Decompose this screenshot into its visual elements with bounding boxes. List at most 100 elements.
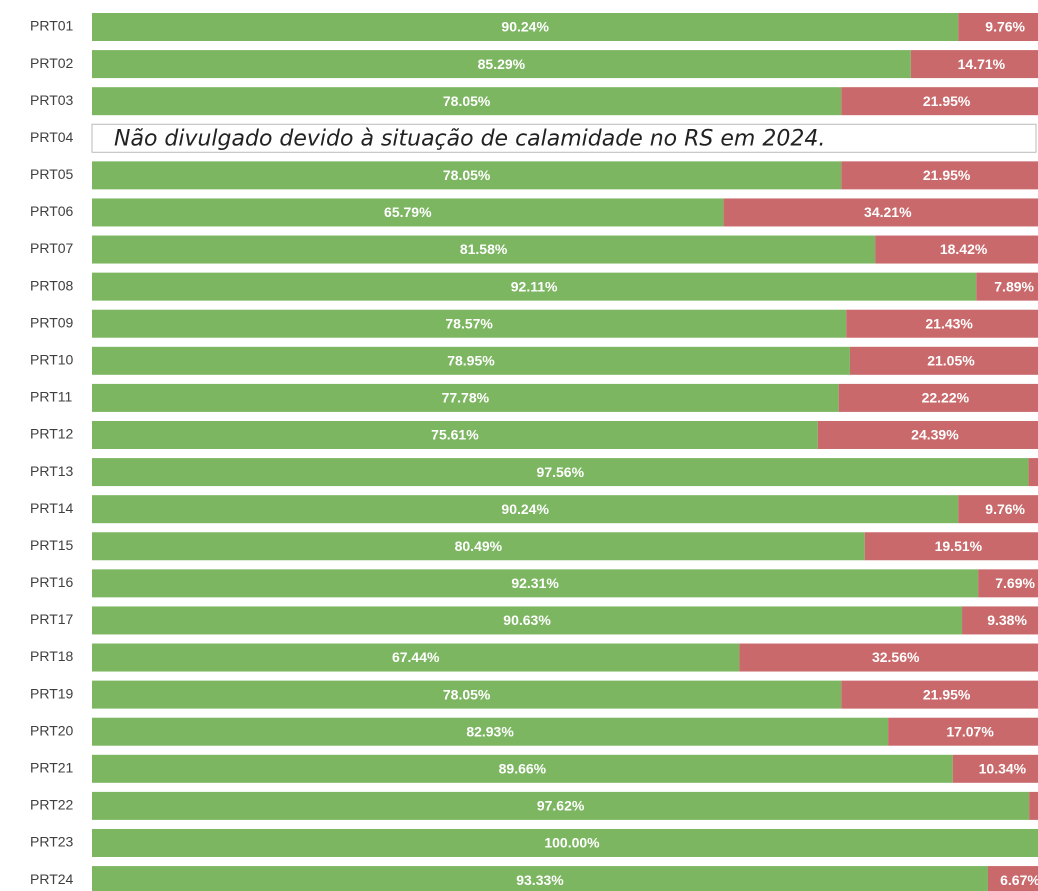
bar-segment [92,532,865,561]
value-label: 78.05% [443,686,491,702]
value-label: 90.24% [501,19,549,35]
value-label: 78.05% [443,93,491,109]
bar-segment [92,643,740,672]
category-label: PRT04 [30,129,74,145]
bar-segment [92,717,889,746]
value-label: 34.21% [864,204,912,220]
value-label: 21.05% [927,353,975,369]
category-label: PRT07 [30,240,74,256]
value-label: 10.34% [979,761,1027,777]
bar-segment [92,346,850,375]
category-label: PRT21 [30,760,74,776]
value-label: 7.89% [994,278,1034,294]
bar-segment [92,235,876,264]
value-label: 18.42% [940,241,988,257]
value-label: 90.63% [503,612,551,628]
value-label: 14.71% [958,56,1006,72]
value-label: 100.00% [544,835,600,851]
category-label: PRT06 [30,203,74,219]
bar-segment [849,346,1038,375]
value-label: 89.66% [499,761,547,777]
bar-segment [1029,791,1038,820]
bar-segment [92,87,842,116]
value-label: 67.44% [392,649,440,665]
value-label: 85.29% [478,56,526,72]
bar-segment [92,569,979,598]
value-label: 97.56% [537,464,585,480]
value-label: 21.95% [923,167,971,183]
bar-segment [92,198,724,227]
value-label: 9.38% [987,612,1027,628]
value-label: 17.07% [946,723,994,739]
category-label: PRT23 [30,834,74,850]
bar-segment [92,680,842,709]
value-label: 7.69% [995,575,1035,591]
category-label: PRT01 [30,18,74,34]
annotation: Não divulgado devido à situação de calam… [114,126,825,151]
category-label: PRT19 [30,685,74,701]
note-box [91,123,1037,153]
category-label: PRT11 [30,389,72,405]
bar-segment [92,754,953,783]
bar-segment [92,866,988,891]
bar-segment [92,495,959,524]
value-label: 80.49% [455,538,503,554]
value-label: 78.57% [445,315,493,331]
value-label: 77.78% [442,390,490,406]
category-label: PRT24 [30,871,74,887]
category-label: PRT20 [30,722,74,738]
bar-segment [962,606,1038,635]
value-label: 81.58% [460,241,508,257]
value-label: 32.56% [872,649,920,665]
category-label: PRT22 [30,797,74,813]
value-label: 92.31% [511,575,559,591]
category-label: PRT15 [30,537,74,553]
value-label: 9.76% [985,19,1025,35]
value-label: 6.67% [1000,872,1038,888]
value-label: 97.62% [537,798,585,814]
bar-segment [841,87,1038,116]
value-label: 24.39% [911,427,959,443]
value-label: 21.95% [923,686,971,702]
value-label: 78.05% [443,167,491,183]
bar-segment [958,13,1038,41]
category-label: PRT02 [30,55,74,71]
bar-segment [92,791,1030,820]
category-label: PRT16 [30,574,74,590]
bar-segment [910,50,1038,79]
bar-segment [92,828,1038,857]
bar-segment [875,235,1038,264]
bar-segment [846,309,1038,338]
bar-segment [838,383,1038,412]
bar-segment [987,866,1038,891]
bar-segment [978,569,1038,598]
bar-segment [888,717,1038,746]
bar-segment [92,161,842,190]
value-label: 19.51% [935,538,983,554]
category-label: PRT12 [30,426,74,442]
value-label: 82.93% [466,723,514,739]
bar-segment [92,272,977,301]
bar-segment [739,643,1038,672]
category-label: PRT10 [30,352,74,368]
category-label: PRT17 [30,611,74,627]
category-label: PRT08 [30,277,74,293]
bar-segment [92,13,959,41]
value-label: 65.79% [384,204,432,220]
bar-segment [92,309,847,338]
bar-segment [92,420,818,449]
category-label: PRT03 [30,92,74,108]
value-label: 9.76% [985,501,1025,517]
category-label: PRT13 [30,463,74,479]
bar-segment [92,383,839,412]
value-label: 78.95% [447,353,495,369]
bar-segment [958,495,1038,524]
value-label: 75.61% [431,427,479,443]
value-label: 93.33% [516,872,564,888]
bar-segment [841,161,1038,190]
bar-segment [92,458,1029,487]
category-label: PRT05 [30,166,74,182]
bar-segment [92,50,911,79]
value-label: 90.24% [501,501,549,517]
